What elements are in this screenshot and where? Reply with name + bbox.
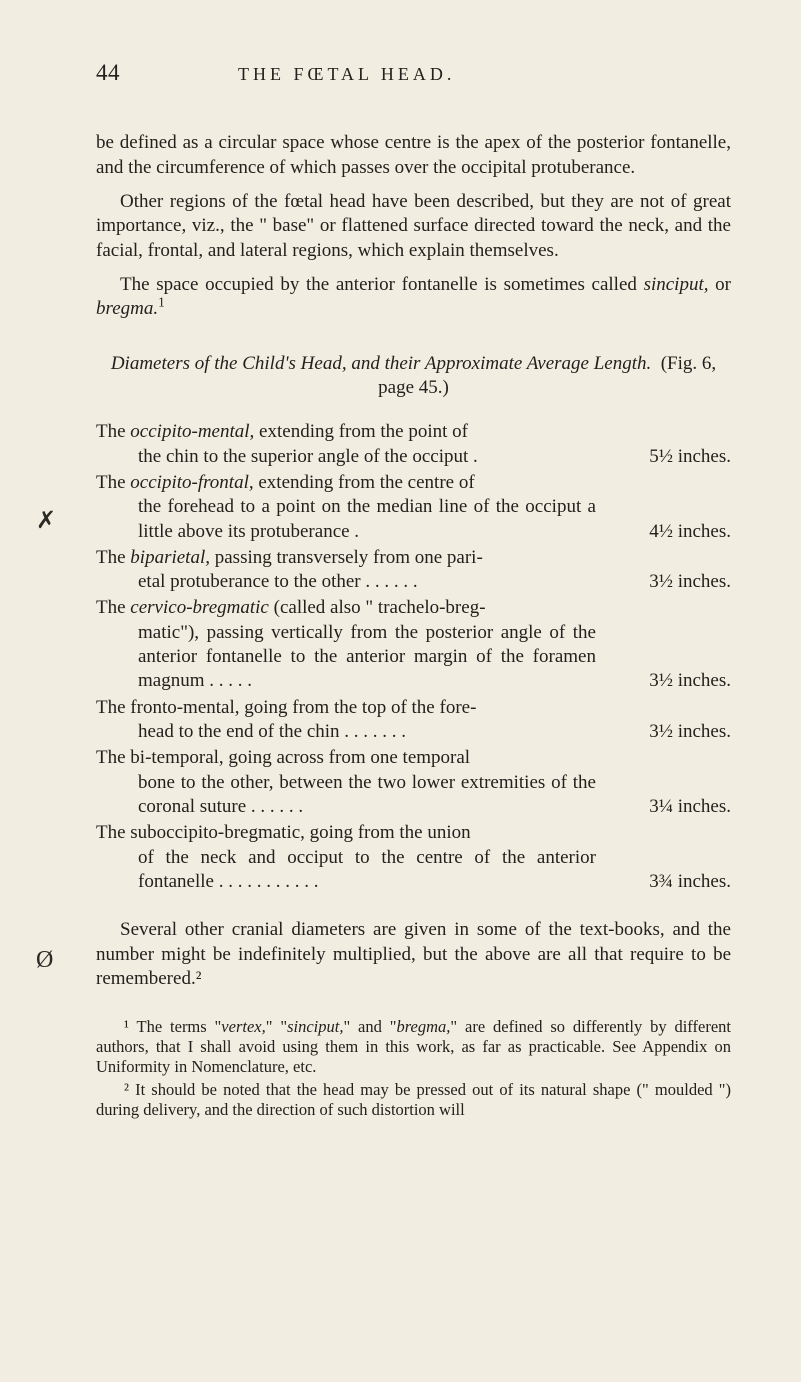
text-run: The bi-temporal, going across from one t… [96,746,596,770]
diameter-value: 3¼ inches. [596,795,731,819]
diameter-text: The cervico-bregmatic (called also " tra… [96,596,596,693]
diameter-row: The biparietal, passing transversely fro… [96,546,731,595]
paragraph-1: be defined as a circular space whose cen… [96,131,731,180]
paragraph-2: Other regions of the fœtal head have bee… [96,190,731,263]
diameter-text: The occipito-mental, extending from the … [96,420,596,469]
diameter-row: The bi-temporal, going across from one t… [96,746,731,819]
section-title-italic: Diameters of the Child's Head, and their… [111,353,651,374]
text-run: head to the end of the chin . . . . . . … [96,720,596,744]
text-run: The [96,421,130,442]
diameter-row: The suboccipito-bregmatic, going from th… [96,821,731,894]
italic-term: bregma, [396,1017,450,1036]
footnote-ref-1: 1 [158,295,165,310]
diameter-text: The bi-temporal, going across from one t… [96,746,596,819]
diameter-row: The occipito-mental, extending from the … [96,420,731,469]
italic-term: sinciput, [287,1017,343,1036]
diameter-value: 3½ inches. [596,570,731,594]
diameter-value: 3¾ inches. [596,870,731,894]
text-run: matic"), passing vertically from the pos… [96,621,596,694]
diameter-value: 4½ inches. [596,520,731,544]
text-run: The suboccipito-bregmatic, going from th… [96,821,596,845]
diameter-text: The biparietal, passing transversely fro… [96,546,596,595]
diameter-text: The fronto-mental, going from the top of… [96,696,596,745]
diameter-row: The occipito-frontal, extending from the… [96,471,731,544]
page: 44 THE FŒTAL HEAD. be defined as a circu… [0,0,801,1382]
italic-term: occipito-mental, [130,421,254,442]
section-title: Diameters of the Child's Head, and their… [96,352,731,401]
page-header: 44 THE FŒTAL HEAD. [96,58,731,87]
text-run: ¹ The terms " [124,1017,221,1036]
text-run: etal protuberance to the other . . . . .… [96,570,596,594]
diameter-text: The suboccipito-bregmatic, going from th… [96,821,596,894]
diameter-row: The cervico-bregmatic (called also " tra… [96,596,731,693]
italic-term-sinciput: sinciput, [644,274,709,295]
page-number: 44 [96,58,120,87]
diameter-row: The fronto-mental, going from the top of… [96,696,731,745]
diameters-list: The occipito-mental, extending from the … [96,420,731,894]
margin-mark-circle-slash-icon: Ø [36,945,53,976]
diameter-value: 5½ inches. [596,445,731,469]
text-run: The space occupied by the anterior fonta… [120,274,644,295]
text-run: " and " [343,1017,396,1036]
text-run: the chin to the superior angle of the oc… [96,445,596,469]
text-run: The [96,472,130,493]
footnote-1: ¹ The terms "vertex," "sinciput," and "b… [96,1017,731,1077]
italic-term: cervico-bregmatic [130,597,269,618]
text-run: The [96,547,130,568]
closing-paragraph: Several other cranial diameters are give… [96,918,731,991]
italic-term-bregma: bregma. [96,298,158,319]
text-run: bone to the other, between the two lower… [96,771,596,820]
italic-term: vertex, [221,1017,265,1036]
margin-mark-cross-icon: ✗ [36,506,56,537]
running-title: THE FŒTAL HEAD. [238,63,455,86]
text-run: extending from the centre of [254,472,475,493]
footnote-2: ² It should be noted that the head may b… [96,1080,731,1120]
text-run: extending from the point of [254,421,468,442]
text-run: passing transversely from one pari- [210,547,483,568]
italic-term: occipito-frontal, [130,472,253,493]
diameter-value: 3½ inches. [596,720,731,744]
footnotes: ¹ The terms "vertex," "sinciput," and "b… [96,1017,731,1120]
text-run: of the neck and occiput to the centre of… [96,846,596,895]
text-run: " " [266,1017,287,1036]
diameter-value: 3½ inches. [596,669,731,693]
text-run: The fronto-mental, going from the top of… [96,696,596,720]
text-run: The [96,597,130,618]
text-run: the forehead to a point on the median li… [96,495,596,544]
italic-term: biparietal, [130,547,210,568]
text-run: (called also " trachelo-breg- [269,597,486,618]
paragraph-3: The space occupied by the anterior fonta… [96,273,731,322]
text-run: or [709,274,732,295]
diameter-text: The occipito-frontal, extending from the… [96,471,596,544]
